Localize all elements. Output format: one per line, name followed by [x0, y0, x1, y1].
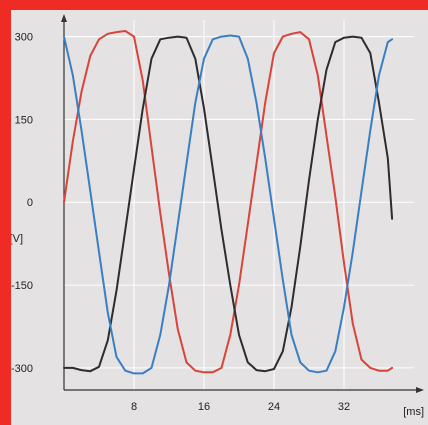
series-group	[63, 30, 394, 375]
x-tick-label: 24	[268, 401, 280, 413]
y-tick-label: -300	[11, 363, 33, 375]
series-line-2	[63, 35, 394, 373]
series-line-3	[63, 34, 394, 375]
x-tick-label: 32	[338, 401, 350, 413]
y-axis-label: [V]	[11, 233, 23, 245]
y-tick-label: 150	[15, 114, 33, 126]
y-tick-label: -150	[11, 280, 33, 292]
series-line-1	[63, 30, 394, 374]
tick-labels: 300 150 0 -150 -300 [V] 8 16 24 32 [ms]	[11, 32, 424, 418]
x-tick-label: 8	[131, 401, 137, 413]
grid	[64, 20, 414, 390]
y-tick-label: 300	[15, 32, 33, 44]
y-axis-arrow	[61, 14, 67, 22]
y-tick-label: 0	[27, 197, 33, 209]
voltage-chart: 300 150 0 -150 -300 [V] 8 16 24 32 [ms]	[11, 14, 424, 418]
x-axis-arrow	[416, 387, 424, 393]
chart-frame: 300 150 0 -150 -300 [V] 8 16 24 32 [ms]	[11, 10, 428, 425]
axes	[61, 14, 424, 393]
x-tick-label: 16	[198, 401, 210, 413]
x-axis-label: [ms]	[403, 406, 424, 418]
